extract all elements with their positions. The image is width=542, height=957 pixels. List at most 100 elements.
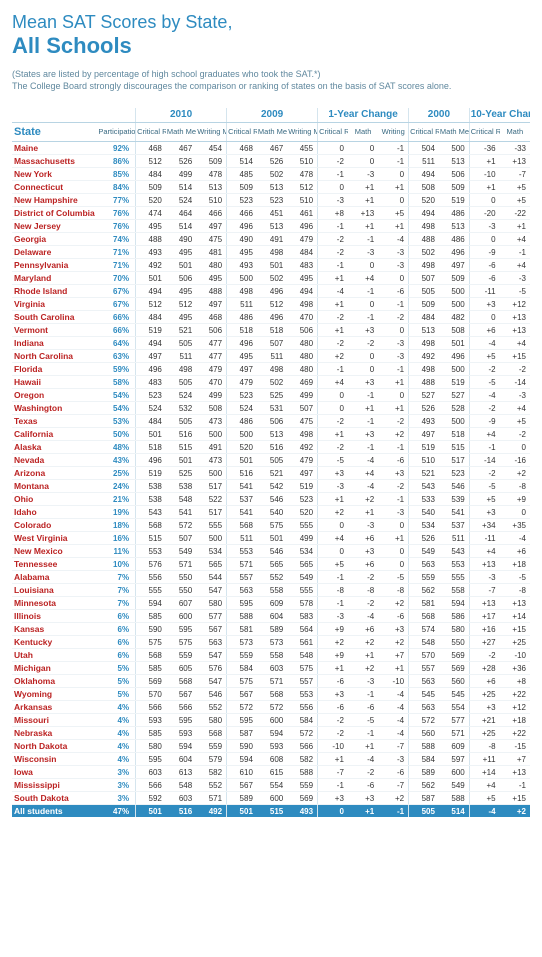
value-cell: 494 [136,337,166,350]
state-cell[interactable]: Ohio [12,493,97,506]
state-cell[interactable]: Kentucky [12,636,97,649]
state-cell[interactable]: South Dakota [12,792,97,805]
state-cell[interactable]: North Carolina [12,350,97,363]
value-cell: +5 [318,558,348,571]
value-cell: -1 [318,168,348,181]
state-cell[interactable]: Texas [12,415,97,428]
value-cell: 585 [136,727,166,740]
state-cell[interactable]: California [12,428,97,441]
table-row: Arkansas4%566566552572572556-6-6-4563554… [12,701,530,714]
state-cell[interactable]: Montana [12,480,97,493]
state-cell[interactable]: Delaware [12,246,97,259]
state-cell[interactable]: Alaska [12,441,97,454]
value-cell: -3 [348,168,378,181]
value-cell: -3 [348,246,378,259]
value-cell: -11 [469,532,499,545]
value-cell: 498 [227,285,257,298]
state-cell[interactable]: Arkansas [12,701,97,714]
value-cell: 455 [287,142,317,155]
state-cell[interactable]: Missouri [12,714,97,727]
value-cell: +4 [500,259,530,272]
state-cell[interactable]: Louisiana [12,584,97,597]
state-cell[interactable]: South Carolina [12,311,97,324]
state-cell[interactable]: Iowa [12,766,97,779]
state-cell[interactable]: Pennsylvania [12,259,97,272]
state-cell[interactable]: Maine [12,142,97,155]
state-cell[interactable]: Oklahoma [12,675,97,688]
value-cell: +13 [469,558,499,571]
state-cell[interactable]: Tennessee [12,558,97,571]
table-row: California50%501516500500513498+1+3+2497… [12,428,530,441]
value-cell: +12 [500,298,530,311]
state-cell[interactable]: Nevada [12,454,97,467]
value-cell: 0 [378,558,408,571]
state-cell[interactable]: Minnesota [12,597,97,610]
state-cell[interactable]: Virginia [12,298,97,311]
value-cell: 528 [439,402,469,415]
state-cell[interactable]: Illinois [12,610,97,623]
value-cell: 480 [287,350,317,363]
value-cell: 467 [257,142,287,155]
value-cell: 508 [409,181,439,194]
state-cell[interactable]: New York [12,168,97,181]
value-cell: -5 [318,454,348,467]
state-cell[interactable]: Massachusetts [12,155,97,168]
value-cell: 597 [439,753,469,766]
participation-cell: 16% [97,532,135,545]
state-cell[interactable]: Nebraska [12,727,97,740]
state-cell[interactable]: Maryland [12,272,97,285]
value-cell: 486 [227,415,257,428]
state-cell[interactable]: Colorado [12,519,97,532]
state-cell[interactable]: New Hampshire [12,194,97,207]
state-cell[interactable]: New Mexico [12,545,97,558]
table-row: South Carolina66%484495468486496470-2-1-… [12,311,530,324]
state-cell[interactable]: District of Columbia [12,207,97,220]
state-cell[interactable]: Utah [12,649,97,662]
value-cell: +2 [348,493,378,506]
value-cell: 502 [409,246,439,259]
state-cell[interactable]: Wisconsin [12,753,97,766]
table-row: Oregon54%5235244995235254990-10527527-4-… [12,389,530,402]
value-cell: -2 [318,246,348,259]
table-row: Iowa3%603613582610615588-7-2-6589600+14+… [12,766,530,779]
value-cell: 466 [227,207,257,220]
value-cell: 581 [227,623,257,636]
value-cell: 563 [409,558,439,571]
state-cell[interactable]: Connecticut [12,181,97,194]
table-row: Minnesota7%594607580595609578-1-2+258159… [12,597,530,610]
state-cell[interactable]: North Dakota [12,740,97,753]
value-cell: 549 [287,571,317,584]
value-cell: 505 [409,285,439,298]
state-cell[interactable]: Alabama [12,571,97,584]
state-cell[interactable]: Oregon [12,389,97,402]
state-cell[interactable]: New Jersey [12,220,97,233]
value-cell: 571 [439,727,469,740]
state-cell[interactable]: Mississippi [12,779,97,792]
value-cell: -4 [348,610,378,623]
value-cell: 501 [136,272,166,285]
value-cell: -3 [500,272,530,285]
state-cell[interactable]: Kansas [12,623,97,636]
state-cell[interactable]: West Virginia [12,532,97,545]
state-cell[interactable]: Arizona [12,467,97,480]
value-cell: 477 [196,350,226,363]
state-cell[interactable]: Wyoming [12,688,97,701]
state-cell[interactable]: Florida [12,363,97,376]
state-cell[interactable]: Georgia [12,233,97,246]
value-cell: 571 [196,792,226,805]
value-cell: -4 [469,389,499,402]
state-cell[interactable]: Rhode Island [12,285,97,298]
value-cell: 546 [196,688,226,701]
state-cell[interactable]: Indiana [12,337,97,350]
value-cell: +11 [469,753,499,766]
state-cell[interactable]: Idaho [12,506,97,519]
state-cell[interactable]: Michigan [12,662,97,675]
value-cell: 566 [287,740,317,753]
value-cell: 595 [227,597,257,610]
state-cell[interactable]: Washington [12,402,97,415]
value-cell: 523 [257,194,287,207]
value-cell: 0 [318,181,348,194]
state-cell[interactable]: Hawaii [12,376,97,389]
state-cell[interactable]: Vermont [12,324,97,337]
table-row: Illinois6%585600577588604583-3-4-6568586… [12,610,530,623]
